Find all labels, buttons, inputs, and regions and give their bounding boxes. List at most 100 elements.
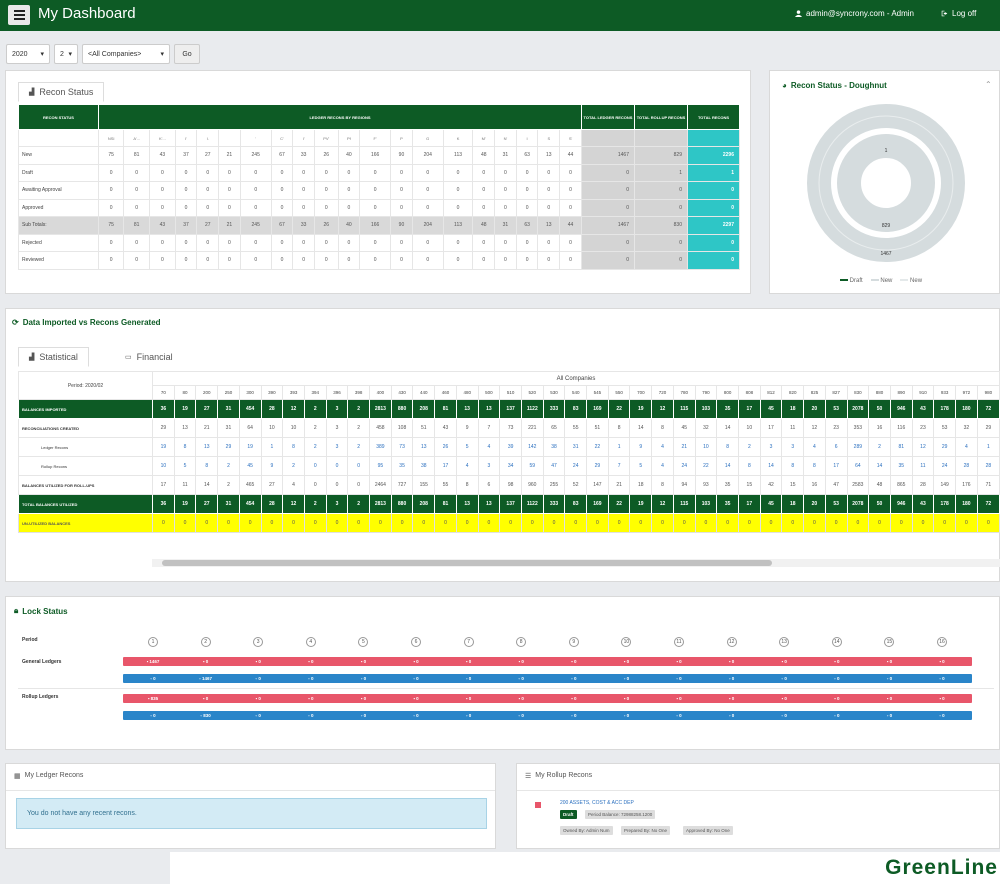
rollup-locked-button[interactable]: ▪ 0 (333, 694, 394, 703)
general-locked-button[interactable]: ▪ 0 (333, 657, 394, 666)
general-unlocked-button[interactable]: ▫ 0 (754, 674, 815, 683)
value-cell[interactable]: 4 (955, 437, 978, 457)
rollup-locked-button[interactable]: ▪ 0 (596, 694, 657, 703)
value-cell[interactable]: 7 (607, 456, 631, 476)
year-select[interactable]: 2020 ▾ (6, 44, 50, 64)
tab-recon-status[interactable]: ▟ Recon Status (18, 82, 105, 102)
general-unlocked-button[interactable]: ▫ 0 (806, 674, 867, 683)
value-cell[interactable]: 10 (152, 456, 175, 476)
rollup-locked-button[interactable]: ▪ 0 (649, 694, 709, 703)
value-cell[interactable]: 10 (694, 437, 718, 457)
value-cell[interactable]: 4 (455, 456, 479, 476)
value-cell[interactable]: 1 (260, 437, 284, 457)
value-cell[interactable]: 28 (976, 456, 1000, 476)
rollup-recon-link[interactable]: 200 ASSETS, COST & ACC DEP (560, 800, 634, 806)
value-cell[interactable]: 22 (694, 456, 718, 476)
value-cell[interactable]: 24 (933, 456, 957, 476)
value-cell[interactable]: 8 (803, 456, 826, 476)
general-locked-button[interactable]: ▪ 0 (280, 657, 341, 666)
general-unlocked-button[interactable]: ▫ 0 (491, 674, 552, 683)
general-locked-button[interactable]: ▪ 1467 (123, 657, 183, 666)
value-cell[interactable]: 21 (672, 437, 696, 457)
rollup-unlocked-button[interactable]: ▫ 0 (596, 711, 657, 720)
tab-statistical[interactable]: ▟ Statistical (18, 347, 89, 367)
rollup-unlocked-button[interactable]: ▫ 0 (543, 711, 604, 720)
value-cell[interactable]: 45 (238, 456, 262, 476)
value-cell[interactable]: 4 (477, 437, 501, 457)
user-menu[interactable]: admin@syncrony.com - Admin (795, 9, 914, 18)
value-cell[interactable]: 64 (846, 456, 870, 476)
value-cell[interactable]: 38 (412, 456, 436, 476)
general-locked-button[interactable]: ▪ 0 (175, 657, 236, 666)
value-cell[interactable]: 8 (781, 456, 805, 476)
rollup-locked-button[interactable]: ▪ 835 (123, 694, 183, 703)
rollup-unlocked-button[interactable]: ▫ 0 (806, 711, 867, 720)
value-cell[interactable]: 2 (217, 456, 240, 476)
value-cell[interactable]: 5 (629, 456, 653, 476)
rollup-locked-button[interactable]: ▪ 0 (859, 694, 920, 703)
rollup-unlocked-button[interactable]: ▫ 0 (649, 711, 709, 720)
value-cell[interactable]: 2 (868, 437, 891, 457)
general-locked-button[interactable]: ▪ 0 (806, 657, 867, 666)
general-locked-button[interactable]: ▪ 0 (596, 657, 657, 666)
general-unlocked-button[interactable]: ▫ 0 (438, 674, 499, 683)
general-locked-button[interactable]: ▪ 0 (491, 657, 552, 666)
rollup-locked-button[interactable]: ▪ 0 (491, 694, 552, 703)
general-unlocked-button[interactable]: ▫ 0 (228, 674, 289, 683)
rollup-unlocked-button[interactable]: ▫ 0 (123, 711, 183, 720)
value-cell[interactable]: 29 (217, 437, 240, 457)
horizontal-scrollbar[interactable] (152, 559, 1000, 567)
scrollbar-thumb[interactable] (162, 560, 772, 566)
rollup-locked-button[interactable]: ▪ 0 (175, 694, 236, 703)
general-locked-button[interactable]: ▪ 0 (438, 657, 499, 666)
rollup-unlocked-button[interactable]: ▫ 0 (912, 711, 972, 720)
value-cell[interactable]: 17 (824, 456, 848, 476)
value-cell[interactable]: 8 (173, 437, 197, 457)
general-unlocked-button[interactable]: ▫ 0 (596, 674, 657, 683)
value-cell[interactable]: 3 (477, 456, 501, 476)
value-cell[interactable]: 6 (824, 437, 848, 457)
general-locked-button[interactable]: ▪ 0 (912, 657, 972, 666)
value-cell[interactable]: 73 (390, 437, 414, 457)
value-cell[interactable]: 8 (716, 437, 739, 457)
value-cell[interactable]: 2 (737, 437, 761, 457)
period-select[interactable]: 2 ▾ (54, 44, 78, 64)
rollup-unlocked-button[interactable]: ▫ 0 (228, 711, 289, 720)
value-cell[interactable]: 8 (737, 456, 761, 476)
value-cell[interactable]: 22 (586, 437, 609, 457)
value-cell[interactable]: 0 (325, 456, 349, 476)
logoff-link[interactable]: Log off (941, 9, 976, 18)
rollup-unlocked-button[interactable]: ▫ 0 (386, 711, 446, 720)
rollup-locked-button[interactable]: ▪ 0 (806, 694, 867, 703)
rollup-locked-button[interactable]: ▪ 0 (543, 694, 604, 703)
value-cell[interactable]: 3 (325, 437, 349, 457)
rollup-unlocked-button[interactable]: ▫ 0 (491, 711, 552, 720)
general-unlocked-button[interactable]: ▫ 0 (333, 674, 394, 683)
rollup-unlocked-button[interactable]: ▫ 0 (754, 711, 815, 720)
general-locked-button[interactable]: ▪ 0 (701, 657, 762, 666)
rollup-unlocked-button[interactable]: ▫ 0 (333, 711, 394, 720)
rollup-unlocked-button[interactable]: ▫ 0 (438, 711, 499, 720)
value-cell[interactable]: 19 (238, 437, 262, 457)
collapse-icon[interactable]: ⌃ (985, 80, 992, 89)
value-cell[interactable]: 2 (303, 437, 327, 457)
value-cell[interactable]: 39 (499, 437, 522, 457)
rollup-locked-button[interactable]: ▪ 0 (280, 694, 341, 703)
value-cell[interactable]: 4 (803, 437, 826, 457)
value-cell[interactable]: 24 (672, 456, 696, 476)
general-unlocked-button[interactable]: ▫ 0 (649, 674, 709, 683)
hamburger-menu-icon[interactable] (8, 5, 30, 25)
general-unlocked-button[interactable]: ▫ 0 (859, 674, 920, 683)
value-cell[interactable]: 81 (889, 437, 913, 457)
value-cell[interactable]: 0 (303, 456, 327, 476)
general-unlocked-button[interactable]: ▫ 0 (386, 674, 446, 683)
rollup-unlocked-button[interactable]: ▫ 830 (175, 711, 236, 720)
value-cell[interactable]: 2 (347, 437, 371, 457)
value-cell[interactable]: 47 (542, 456, 566, 476)
value-cell[interactable]: 14 (868, 456, 891, 476)
rollup-unlocked-button[interactable]: ▫ 0 (280, 711, 341, 720)
value-cell[interactable]: 5 (173, 456, 197, 476)
value-cell[interactable]: 59 (520, 456, 544, 476)
company-select[interactable]: <All Companies> ▾ (82, 44, 170, 64)
value-cell[interactable]: 8 (195, 456, 219, 476)
